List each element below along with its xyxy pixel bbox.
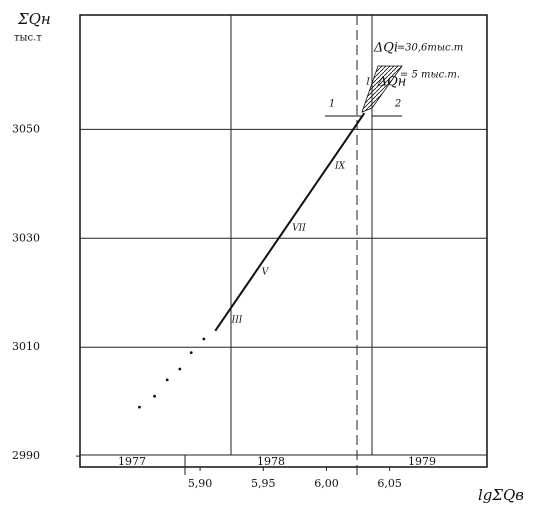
x-axis-label: lgΣQв xyxy=(478,486,524,504)
annotation: =30,6тыс.т xyxy=(397,43,464,54)
x-tick-label: 6,05 xyxy=(377,477,402,490)
period-label: 1977 xyxy=(118,455,146,468)
dot xyxy=(178,367,182,371)
annotation: V xyxy=(262,268,270,278)
x-tick-label: 5,95 xyxy=(251,477,276,490)
annotation: I xyxy=(365,78,370,88)
annotation: 1 xyxy=(329,99,335,110)
dot xyxy=(165,378,169,382)
annotation: ΔQн xyxy=(377,75,407,90)
y-tick-label: 3030 xyxy=(12,231,40,244)
period-label: 1979 xyxy=(408,455,436,468)
annotation: 2 xyxy=(394,99,401,110)
y-tick-label: 2990 xyxy=(12,449,40,462)
y-axis-unit: тыс.т xyxy=(14,33,42,44)
x-tick-label: 5,90 xyxy=(188,477,213,490)
y-tick-label: 3050 xyxy=(12,122,40,135)
annotation: ΔQi xyxy=(373,41,398,56)
delta-hatch xyxy=(361,65,403,113)
annotation: VII xyxy=(292,224,306,234)
dot xyxy=(202,337,206,341)
plot-frame xyxy=(79,14,488,468)
annotation: = 5 тыс.т. xyxy=(400,70,460,81)
dot xyxy=(189,351,193,355)
annotation: III xyxy=(231,316,243,326)
x-tick-label: 6,00 xyxy=(314,477,339,490)
dot xyxy=(153,394,156,398)
line xyxy=(214,112,366,332)
annotation: IX xyxy=(334,162,346,172)
dot xyxy=(138,405,141,409)
period-label: 1978 xyxy=(257,455,285,468)
y-tick-label: 3010 xyxy=(12,340,40,353)
y-axis-label: ΣQн xyxy=(17,10,51,28)
